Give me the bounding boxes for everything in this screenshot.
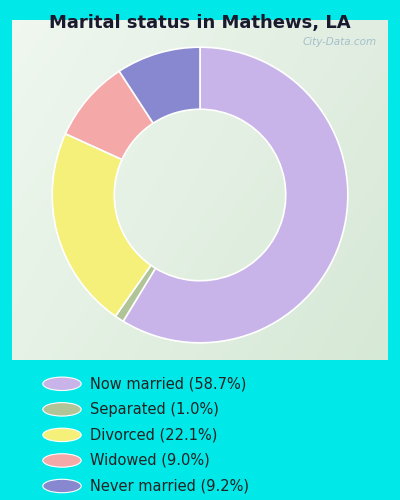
- Wedge shape: [66, 71, 153, 160]
- Text: Separated (1.0%): Separated (1.0%): [90, 402, 219, 417]
- Wedge shape: [52, 134, 151, 316]
- Text: Now married (58.7%): Now married (58.7%): [90, 376, 246, 392]
- Wedge shape: [115, 266, 156, 322]
- Circle shape: [43, 377, 81, 390]
- Text: Never married (9.2%): Never married (9.2%): [90, 478, 249, 494]
- Circle shape: [43, 428, 81, 442]
- Text: Widowed (9.0%): Widowed (9.0%): [90, 453, 210, 468]
- Wedge shape: [119, 47, 200, 123]
- Wedge shape: [123, 47, 348, 343]
- Text: Divorced (22.1%): Divorced (22.1%): [90, 428, 217, 442]
- Text: Marital status in Mathews, LA: Marital status in Mathews, LA: [49, 14, 351, 32]
- Circle shape: [43, 454, 81, 467]
- Circle shape: [43, 402, 81, 416]
- Text: City-Data.com: City-Data.com: [302, 37, 377, 47]
- Circle shape: [43, 480, 81, 492]
